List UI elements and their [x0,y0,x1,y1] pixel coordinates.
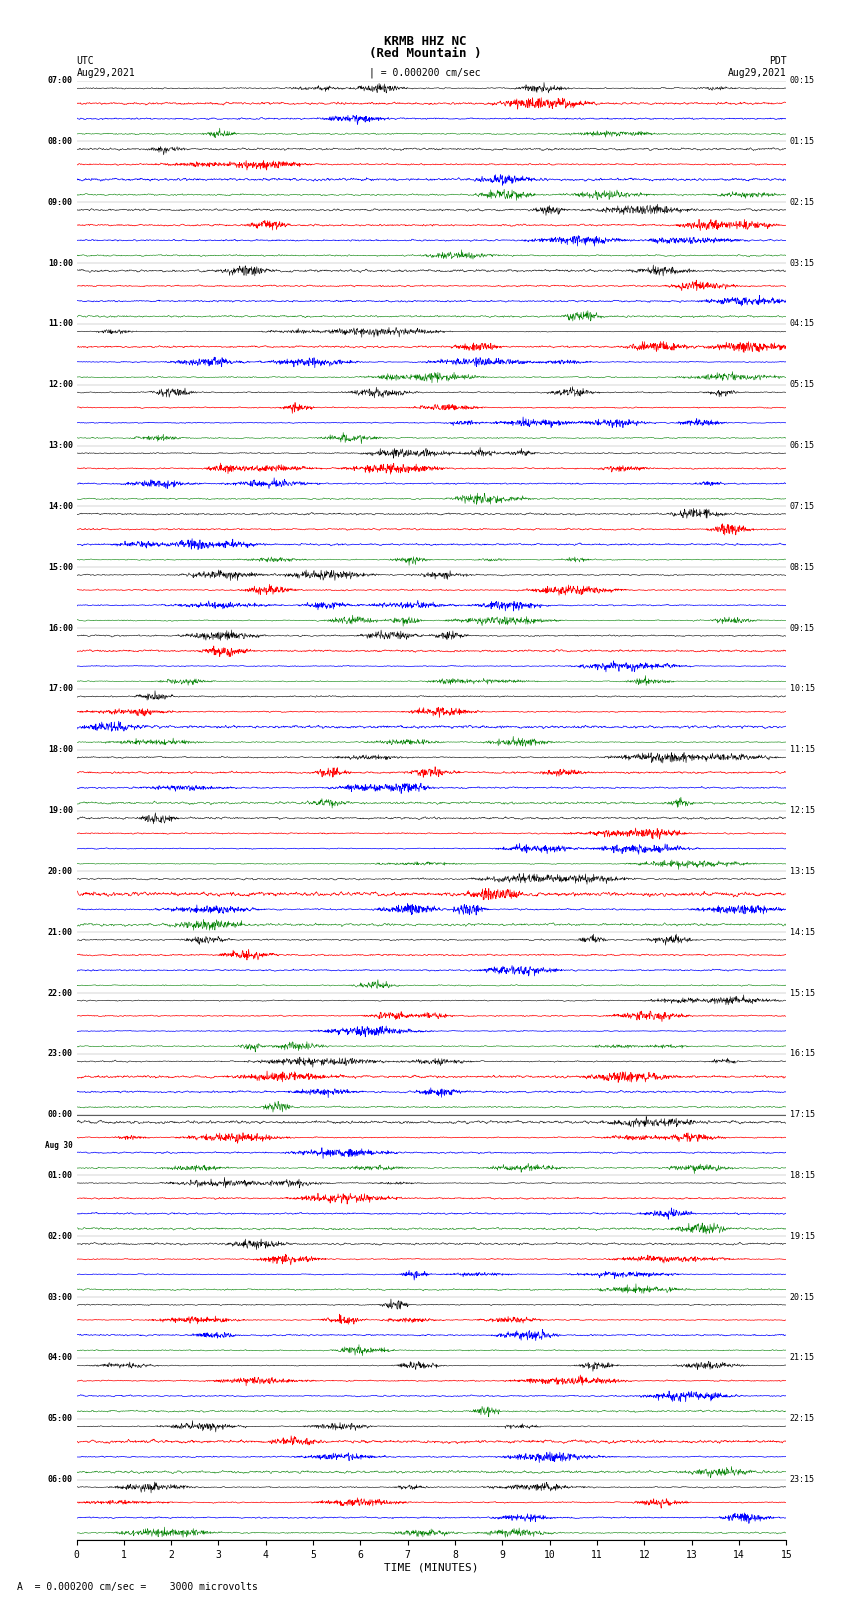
Text: 10:15: 10:15 [790,684,815,694]
Text: Aug 30: Aug 30 [45,1140,73,1150]
Text: 00:15: 00:15 [790,76,815,85]
Text: 16:15: 16:15 [790,1050,815,1058]
Text: 23:00: 23:00 [48,1050,73,1058]
Text: 19:00: 19:00 [48,806,73,815]
Text: 21:15: 21:15 [790,1353,815,1363]
Text: 02:00: 02:00 [48,1232,73,1240]
Text: A  = 0.000200 cm/sec =    3000 microvolts: A = 0.000200 cm/sec = 3000 microvolts [17,1582,258,1592]
Text: 06:15: 06:15 [790,440,815,450]
Text: 07:00: 07:00 [48,76,73,85]
Text: 20:15: 20:15 [790,1292,815,1302]
Text: 23:15: 23:15 [790,1476,815,1484]
Text: 09:00: 09:00 [48,198,73,206]
Text: 18:00: 18:00 [48,745,73,755]
Text: Aug29,2021: Aug29,2021 [728,68,786,77]
Text: 21:00: 21:00 [48,927,73,937]
Text: 14:15: 14:15 [790,927,815,937]
Text: 15:15: 15:15 [790,989,815,997]
Text: 18:15: 18:15 [790,1171,815,1181]
Text: 04:15: 04:15 [790,319,815,329]
Text: 03:15: 03:15 [790,258,815,268]
Text: Aug29,2021: Aug29,2021 [76,68,135,77]
Text: 15:00: 15:00 [48,563,73,571]
Text: (Red Mountain ): (Red Mountain ) [369,47,481,60]
Text: 20:00: 20:00 [48,866,73,876]
Text: 19:15: 19:15 [790,1232,815,1240]
Text: 05:00: 05:00 [48,1415,73,1423]
Text: 22:00: 22:00 [48,989,73,997]
Text: 14:00: 14:00 [48,502,73,511]
Text: 17:15: 17:15 [790,1110,815,1119]
Text: 10:00: 10:00 [48,258,73,268]
X-axis label: TIME (MINUTES): TIME (MINUTES) [384,1563,479,1573]
Text: PDT: PDT [768,56,786,66]
Text: 08:00: 08:00 [48,137,73,145]
Text: 12:00: 12:00 [48,381,73,389]
Text: 02:15: 02:15 [790,198,815,206]
Text: | = 0.000200 cm/sec: | = 0.000200 cm/sec [369,68,481,79]
Text: 01:15: 01:15 [790,137,815,145]
Text: 05:15: 05:15 [790,381,815,389]
Text: UTC: UTC [76,56,94,66]
Text: 16:00: 16:00 [48,624,73,632]
Text: 22:15: 22:15 [790,1415,815,1423]
Text: 07:15: 07:15 [790,502,815,511]
Text: 00:00: 00:00 [48,1110,73,1119]
Text: 11:15: 11:15 [790,745,815,755]
Text: 08:15: 08:15 [790,563,815,571]
Text: KRMB HHZ NC: KRMB HHZ NC [383,35,467,48]
Text: 03:00: 03:00 [48,1292,73,1302]
Text: 13:15: 13:15 [790,866,815,876]
Text: 13:00: 13:00 [48,440,73,450]
Text: 01:00: 01:00 [48,1171,73,1181]
Text: 12:15: 12:15 [790,806,815,815]
Text: 09:15: 09:15 [790,624,815,632]
Text: 04:00: 04:00 [48,1353,73,1363]
Text: 17:00: 17:00 [48,684,73,694]
Text: 11:00: 11:00 [48,319,73,329]
Text: 06:00: 06:00 [48,1476,73,1484]
